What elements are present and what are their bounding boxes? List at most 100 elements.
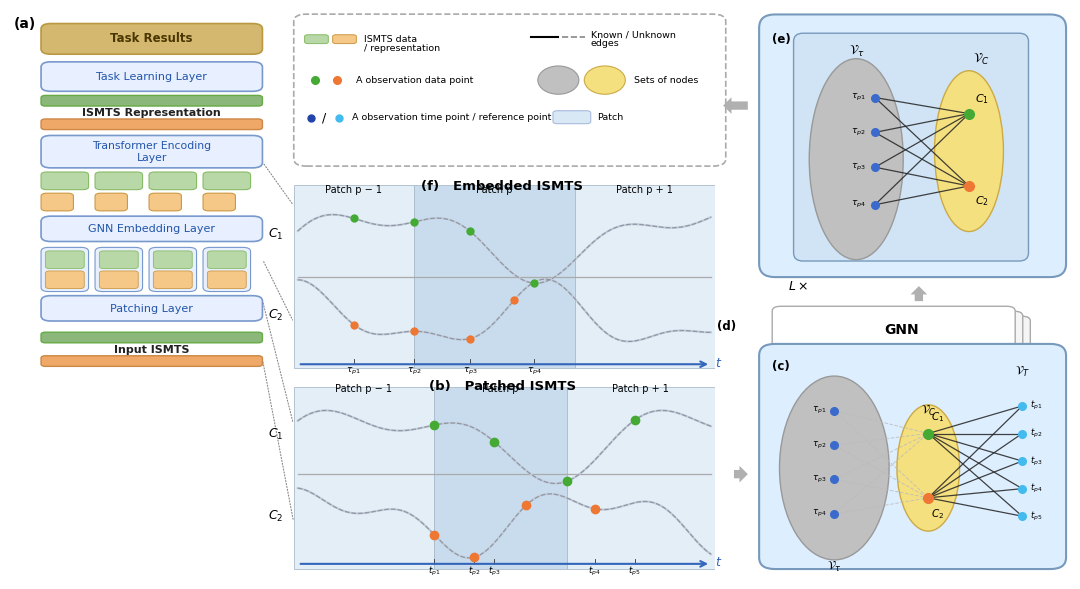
FancyBboxPatch shape	[153, 271, 192, 289]
Text: GNN: GNN	[883, 323, 919, 337]
Text: Task Results: Task Results	[110, 32, 193, 45]
Ellipse shape	[780, 376, 889, 560]
FancyBboxPatch shape	[203, 247, 251, 292]
Bar	[567, 387, 715, 569]
Bar	[294, 184, 414, 369]
Text: $t_{p5}$: $t_{p5}$	[1030, 509, 1042, 523]
Text: (a): (a)	[14, 16, 37, 31]
Text: $t_{p2}$: $t_{p2}$	[1030, 427, 1042, 440]
Text: (c): (c)	[771, 360, 789, 373]
Text: $C_1$: $C_1$	[268, 426, 284, 442]
FancyBboxPatch shape	[41, 95, 262, 106]
FancyBboxPatch shape	[759, 344, 1066, 569]
Text: Patch p + 1: Patch p + 1	[617, 184, 673, 194]
Text: (d): (d)	[717, 320, 737, 333]
Text: Patch p: Patch p	[482, 385, 518, 395]
FancyBboxPatch shape	[99, 251, 138, 269]
Text: $\tau_{p3}$: $\tau_{p3}$	[463, 366, 477, 377]
FancyBboxPatch shape	[787, 316, 1030, 363]
Bar	[575, 184, 715, 369]
Text: $C_1$: $C_1$	[268, 227, 284, 242]
Text: Task Learning Layer: Task Learning Layer	[96, 72, 207, 81]
Text: ISMTS Representation: ISMTS Representation	[82, 108, 221, 118]
FancyBboxPatch shape	[207, 271, 246, 289]
FancyBboxPatch shape	[203, 193, 235, 211]
Text: $\tau_{p2}$: $\tau_{p2}$	[851, 127, 866, 138]
Text: ISMTS data: ISMTS data	[364, 35, 417, 44]
Text: $\tau_{p4}$: $\tau_{p4}$	[812, 508, 826, 519]
Text: $\tau_{p4}$: $\tau_{p4}$	[851, 199, 866, 210]
FancyBboxPatch shape	[45, 251, 84, 269]
Ellipse shape	[896, 405, 960, 531]
FancyBboxPatch shape	[95, 247, 143, 292]
Text: $\mathcal{V}_C$: $\mathcal{V}_C$	[920, 403, 936, 418]
Text: $C_1$: $C_1$	[931, 411, 945, 424]
Text: edges: edges	[591, 39, 620, 48]
Text: $\tau_{p2}$: $\tau_{p2}$	[407, 366, 421, 377]
FancyBboxPatch shape	[294, 14, 726, 166]
FancyBboxPatch shape	[41, 119, 262, 130]
Text: Patch p + 1: Patch p + 1	[612, 385, 670, 395]
Text: Patch: Patch	[597, 113, 623, 123]
Text: $C_2$: $C_2$	[931, 507, 945, 521]
Text: $t_{p2}$: $t_{p2}$	[468, 565, 481, 578]
Text: $\mathcal{V}_C$: $\mathcal{V}_C$	[973, 52, 989, 67]
Text: $L\times$: $L\times$	[788, 280, 809, 293]
FancyBboxPatch shape	[41, 296, 262, 321]
Text: $\tau_{p3}$: $\tau_{p3}$	[812, 474, 826, 485]
FancyBboxPatch shape	[41, 24, 262, 54]
Text: $t_{p3}$: $t_{p3}$	[1030, 455, 1042, 468]
Bar	[434, 387, 567, 569]
Text: Patch p − 1: Patch p − 1	[336, 385, 392, 395]
Text: $C_1$: $C_1$	[975, 92, 989, 105]
Text: $t$: $t$	[715, 357, 723, 370]
Text: $t_{p4}$: $t_{p4}$	[589, 565, 600, 578]
FancyBboxPatch shape	[207, 251, 246, 269]
Text: A observation time point / reference point: A observation time point / reference poi…	[352, 113, 552, 123]
FancyBboxPatch shape	[95, 172, 143, 190]
Bar	[414, 184, 575, 369]
Text: Input ISMTS: Input ISMTS	[114, 345, 189, 355]
Text: Sets of nodes: Sets of nodes	[634, 75, 699, 85]
Text: $t_{p1}$: $t_{p1}$	[428, 565, 441, 578]
Text: $\tau_{p2}$: $\tau_{p2}$	[812, 439, 826, 451]
Text: Known / Unknown: Known / Unknown	[591, 31, 676, 39]
Text: $t_{p5}$: $t_{p5}$	[629, 565, 642, 578]
Text: Patch p: Patch p	[476, 184, 513, 194]
Text: Patching Layer: Patching Layer	[110, 304, 193, 313]
FancyBboxPatch shape	[149, 172, 197, 190]
Text: $C_2$: $C_2$	[269, 309, 284, 323]
Text: $\tau_{p1}$: $\tau_{p1}$	[347, 366, 362, 377]
Text: $\tau_{p1}$: $\tau_{p1}$	[851, 92, 866, 103]
FancyBboxPatch shape	[41, 135, 262, 168]
Text: $t_{p4}$: $t_{p4}$	[1030, 482, 1042, 495]
FancyBboxPatch shape	[41, 62, 262, 91]
Text: (b)   Patched ISMTS: (b) Patched ISMTS	[429, 380, 576, 393]
Ellipse shape	[538, 66, 579, 94]
Text: $\tau_{p4}$: $\tau_{p4}$	[527, 366, 542, 377]
FancyBboxPatch shape	[794, 33, 1028, 261]
Text: $\tau_{p1}$: $\tau_{p1}$	[812, 405, 826, 416]
Ellipse shape	[809, 59, 903, 260]
Text: / representation: / representation	[364, 44, 440, 52]
FancyBboxPatch shape	[95, 193, 127, 211]
Text: $\mathcal{V}_\tau$: $\mathcal{V}_\tau$	[827, 560, 841, 574]
FancyBboxPatch shape	[41, 332, 262, 343]
Text: $C_2$: $C_2$	[975, 194, 989, 208]
Text: Patch p − 1: Patch p − 1	[325, 184, 382, 194]
Ellipse shape	[934, 71, 1003, 231]
FancyBboxPatch shape	[772, 306, 1015, 353]
FancyBboxPatch shape	[41, 193, 73, 211]
Text: $t_{p1}$: $t_{p1}$	[1030, 399, 1042, 412]
FancyBboxPatch shape	[41, 247, 89, 292]
FancyBboxPatch shape	[203, 172, 251, 190]
Text: Transformer Encoding
Layer: Transformer Encoding Layer	[92, 141, 212, 163]
FancyBboxPatch shape	[759, 15, 1066, 277]
FancyBboxPatch shape	[41, 172, 89, 190]
Text: $\mathcal{V}_T$: $\mathcal{V}_T$	[1014, 365, 1030, 379]
Text: $t_{p3}$: $t_{p3}$	[488, 565, 501, 578]
Ellipse shape	[584, 66, 625, 94]
FancyBboxPatch shape	[149, 247, 197, 292]
Text: (e): (e)	[771, 33, 791, 46]
Text: (f)   Embedded ISMTS: (f) Embedded ISMTS	[421, 180, 583, 193]
